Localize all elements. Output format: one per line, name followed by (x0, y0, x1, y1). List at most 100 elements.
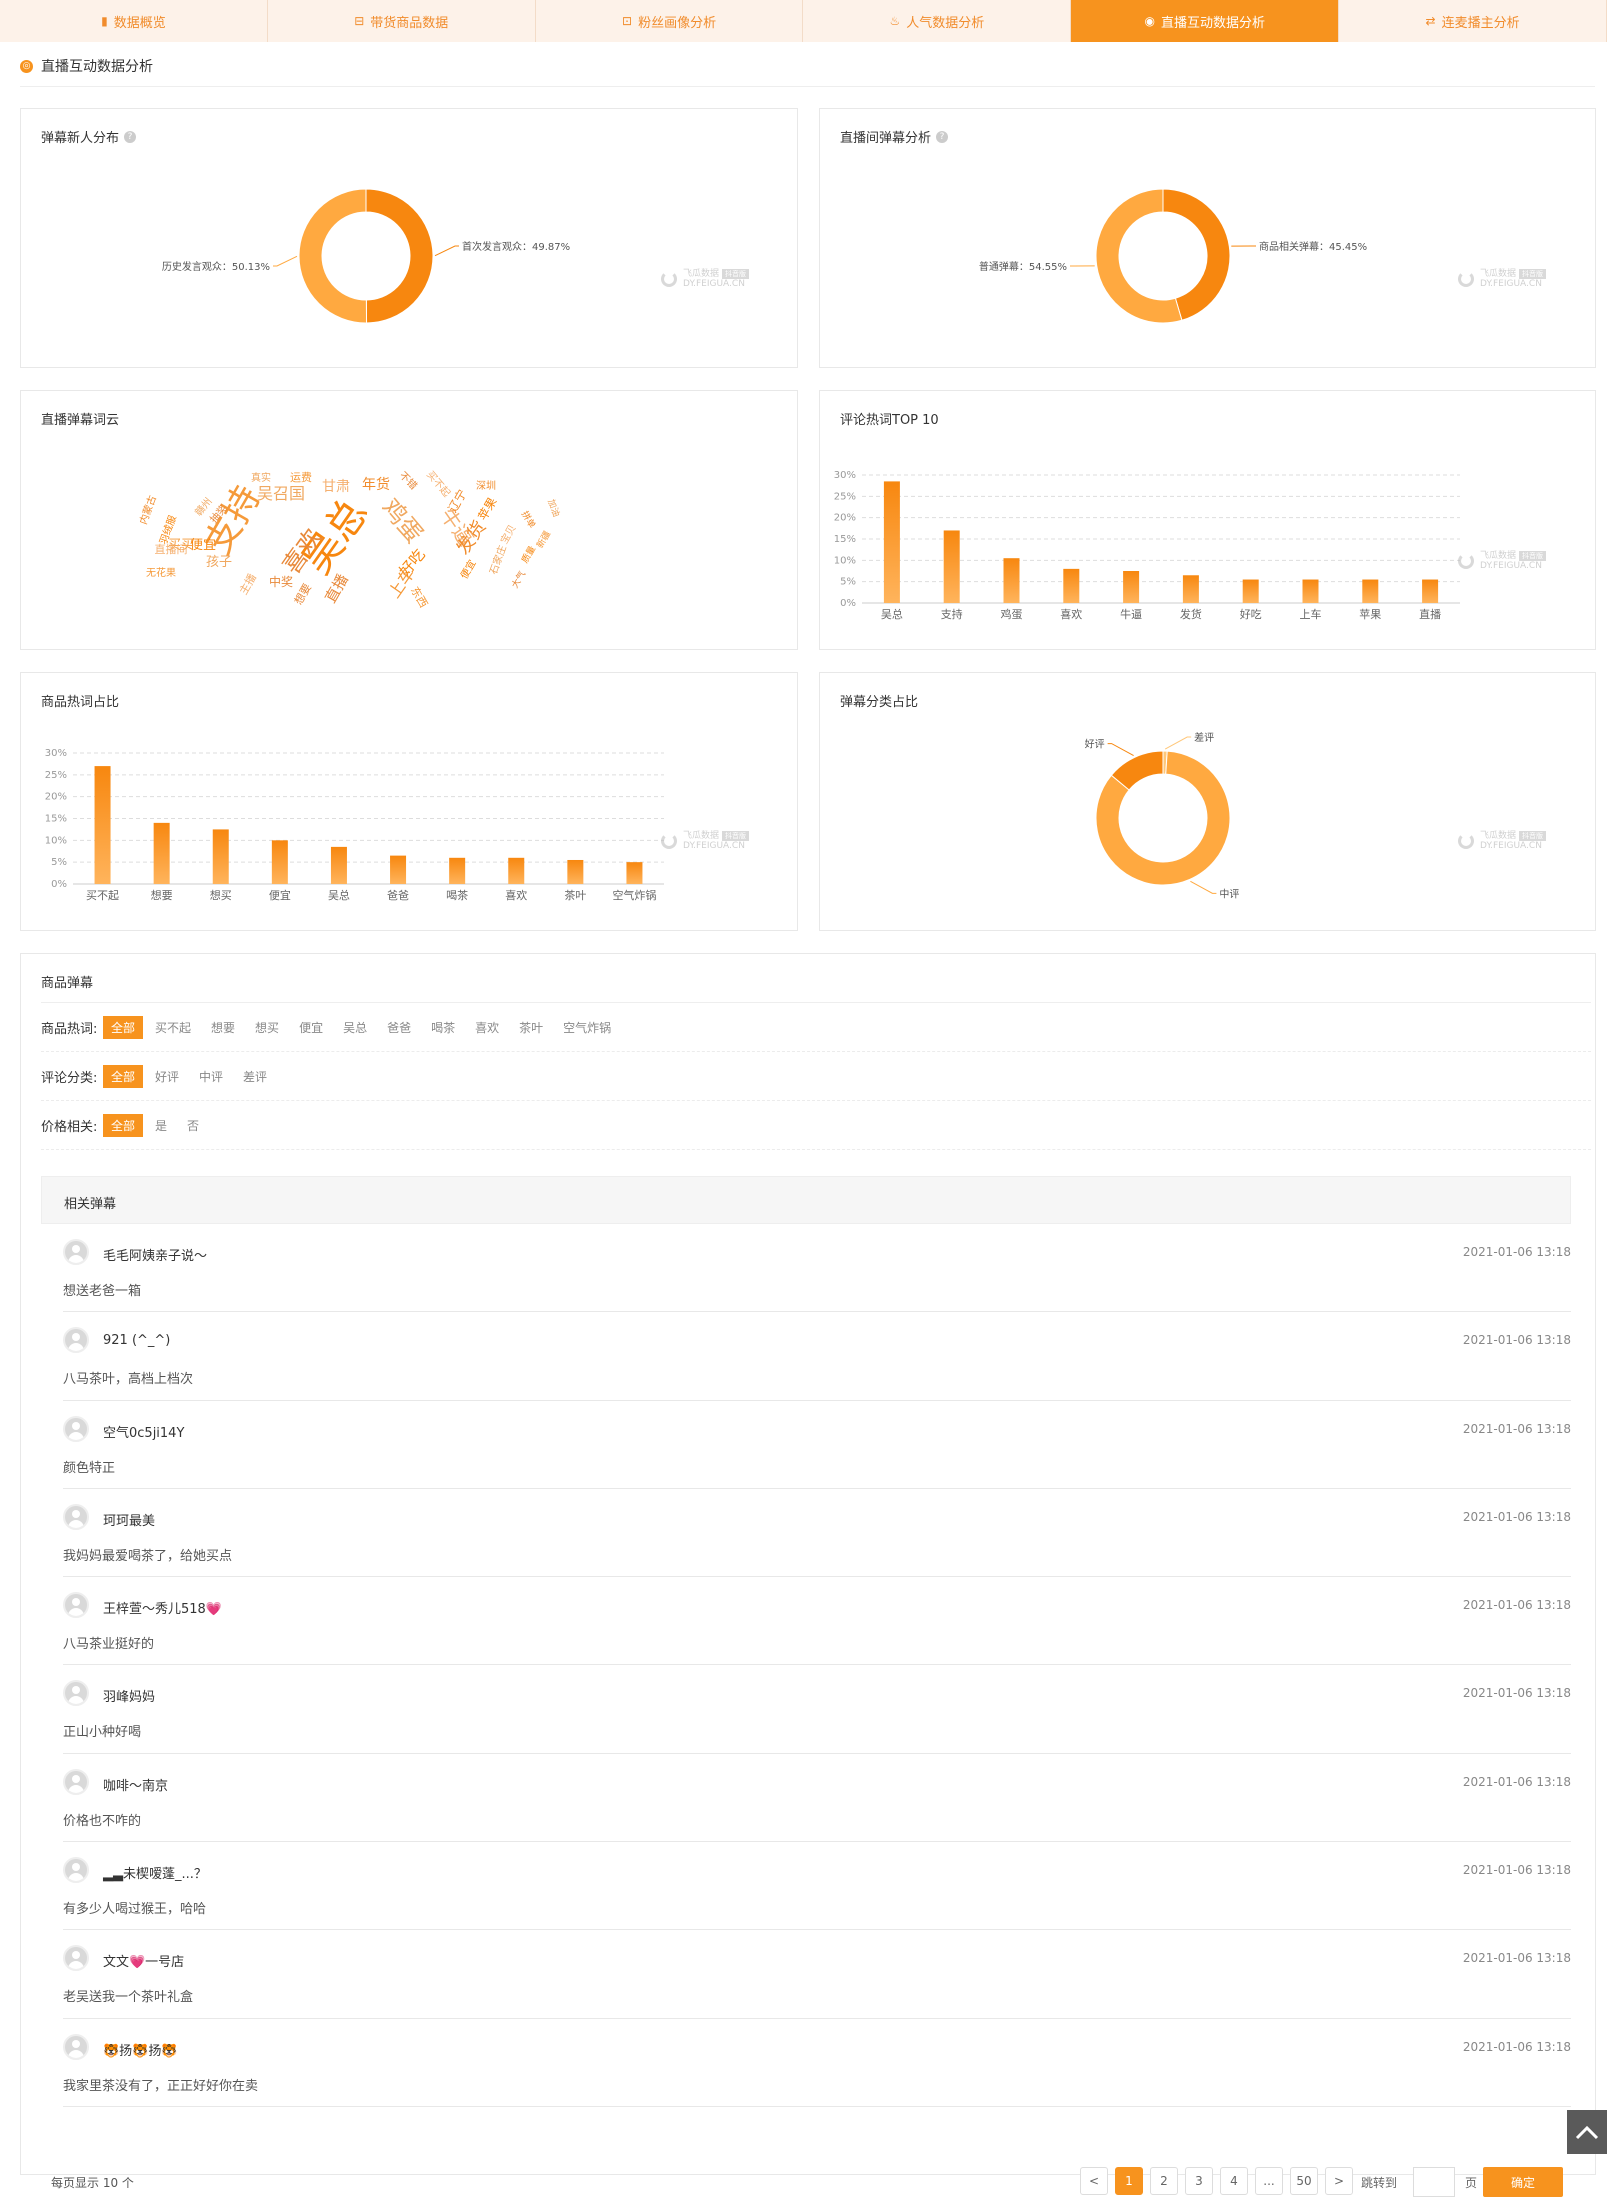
filter-option[interactable]: 想买 (247, 1016, 287, 1039)
filter-option[interactable]: 全部 (103, 1065, 143, 1088)
bar[interactable] (154, 823, 170, 884)
bar[interactable] (626, 862, 642, 884)
bar[interactable] (1422, 580, 1438, 603)
comment-time: 2021-01-06 13:18 (1463, 1863, 1571, 1877)
bar[interactable] (272, 840, 288, 884)
bar[interactable] (1243, 580, 1259, 603)
jump-page-input[interactable] (1413, 2167, 1455, 2197)
filter-option[interactable]: 全部 (103, 1114, 143, 1137)
watermark-badge: 抖音版 (722, 831, 749, 841)
bar[interactable] (1004, 558, 1020, 603)
filter-option[interactable]: 空气炸锅 (555, 1016, 619, 1039)
bar[interactable] (1123, 571, 1139, 603)
page-button[interactable]: 50 (1290, 2167, 1318, 2195)
label-leader-line (435, 246, 459, 256)
filter-option[interactable]: 差评 (235, 1065, 275, 1088)
tab-1[interactable]: ▮数据概览 (0, 0, 268, 42)
x-tick-label: 直播 (1419, 607, 1441, 621)
comment-item: 空气0c5ji14Y 2021-01-06 13:18 颜色特正 (63, 1401, 1571, 1489)
donut-slice-2[interactable] (366, 189, 433, 323)
x-tick-label: 买不起 (86, 889, 119, 902)
comment-time: 2021-01-06 13:18 (1463, 1422, 1571, 1436)
comment-user[interactable]: 咖啡～南京 (103, 1775, 168, 1794)
comment-text: 正山小种好喝 (63, 1721, 141, 1740)
filter-option[interactable]: 想要 (203, 1016, 243, 1039)
card-room-danmu: 直播间弹幕分析 ? 普通弹幕：54.55%商品相关弹幕：45.45% 飞瓜数据抖… (819, 108, 1596, 368)
avatar (63, 1592, 89, 1618)
avatar (63, 1504, 89, 1530)
page-button[interactable]: ... (1255, 2167, 1283, 2195)
filter-option[interactable]: 买不起 (147, 1016, 199, 1039)
prev-page-button[interactable]: < (1080, 2167, 1108, 2195)
tab-6[interactable]: ⇄连麦播主分析 (1339, 0, 1607, 42)
back-to-top-button[interactable] (1567, 2110, 1607, 2154)
page-button[interactable]: 4 (1220, 2167, 1248, 2195)
basket-icon: ⊟ (354, 14, 364, 28)
watermark-url: DY.FEIGUA.CN (1480, 279, 1542, 289)
comment-text: 有多少人喝过猴王，哈哈 (63, 1898, 206, 1917)
label-leader-line (273, 256, 297, 266)
filter-option[interactable]: 否 (179, 1114, 207, 1137)
comment-user[interactable]: 毛毛阿姨亲子说～ (103, 1245, 207, 1264)
comment-time: 2021-01-06 13:18 (1463, 1775, 1571, 1789)
page-button[interactable]: 3 (1185, 2167, 1213, 2195)
tab-4[interactable]: ♨人气数据分析 (803, 0, 1071, 42)
filter-option[interactable]: 吴总 (335, 1016, 375, 1039)
next-page-button[interactable]: > (1325, 2167, 1353, 2195)
tab-5[interactable]: ◉直播互动数据分析 (1071, 0, 1339, 42)
avatar (63, 1327, 89, 1353)
interaction-icon: ◉ (1144, 14, 1154, 28)
product-danmu-panel: 商品弹幕 商品热词:全部买不起想要想买便宜吴总爸爸喝茶喜欢茶叶空气炸锅评论分类:… (20, 953, 1596, 2175)
comment-user[interactable]: ▂▃未楔嗳蓬_...？ (103, 1863, 207, 1882)
bar[interactable] (331, 847, 347, 884)
filter-option[interactable]: 中评 (191, 1065, 231, 1088)
bar[interactable] (1063, 569, 1079, 603)
page-button[interactable]: 2 (1150, 2167, 1178, 2195)
bar[interactable] (95, 766, 111, 884)
bar[interactable] (1303, 580, 1319, 603)
tab-2[interactable]: ⊟带货商品数据 (268, 0, 536, 42)
donut-slice-1[interactable] (299, 189, 367, 323)
filter-option[interactable]: 全部 (103, 1016, 143, 1039)
bar[interactable] (449, 858, 465, 884)
page-button[interactable]: 1 (1115, 2167, 1143, 2195)
x-tick-label: 便宜 (269, 888, 291, 902)
comment-user[interactable]: 羽峰妈妈 (103, 1686, 155, 1705)
comment-text: 颜色特正 (63, 1457, 115, 1476)
filter-option[interactable]: 是 (147, 1114, 175, 1137)
comment-user[interactable]: 王梓萱～秀儿518💗 (103, 1598, 222, 1617)
comment-user[interactable]: 文文💗一号店 (103, 1951, 184, 1970)
comment-user[interactable]: 🐯扬🐯扬🐯 (103, 2040, 178, 2059)
bar[interactable] (213, 829, 229, 884)
bar[interactable] (567, 860, 583, 884)
bar[interactable] (508, 858, 524, 884)
bar[interactable] (884, 481, 900, 603)
cloud-word: 新疆 (534, 529, 553, 551)
watermark-logo-icon (1458, 271, 1474, 287)
comment-user[interactable]: 珂珂最美 (103, 1510, 155, 1529)
comment-user[interactable]: 921 (^_^) (103, 1333, 170, 1348)
filter-option[interactable]: 茶叶 (511, 1016, 551, 1039)
cloud-word: 真实 (251, 471, 271, 484)
filter-option[interactable]: 喜欢 (467, 1016, 507, 1039)
cloud-word: 质量 (519, 544, 538, 566)
confirm-jump-button[interactable]: 确定 (1483, 2167, 1563, 2197)
comment-user[interactable]: 空气0c5ji14Y (103, 1422, 184, 1441)
x-tick-label: 苹果 (1359, 607, 1381, 621)
bar[interactable] (1183, 575, 1199, 603)
avatar (63, 1416, 89, 1442)
tab-3[interactable]: ⊡粉丝画像分析 (536, 0, 804, 42)
bar[interactable] (944, 530, 960, 603)
filter-option[interactable]: 便宜 (291, 1016, 331, 1039)
comment-item: 王梓萱～秀儿518💗 2021-01-06 13:18 八马茶业挺好的 (63, 1577, 1571, 1665)
filter-option[interactable]: 爸爸 (379, 1016, 419, 1039)
slice-label: 普通弹幕：54.55% (979, 260, 1067, 273)
bar[interactable] (390, 856, 406, 884)
comment-item: ▂▃未楔嗳蓬_...？ 2021-01-06 13:18 有多少人喝过猴王，哈哈 (63, 1842, 1571, 1930)
filter-option[interactable]: 好评 (147, 1065, 187, 1088)
bar[interactable] (1362, 580, 1378, 603)
filter-option[interactable]: 喝茶 (423, 1016, 463, 1039)
cloud-word: 年货 (362, 476, 390, 493)
